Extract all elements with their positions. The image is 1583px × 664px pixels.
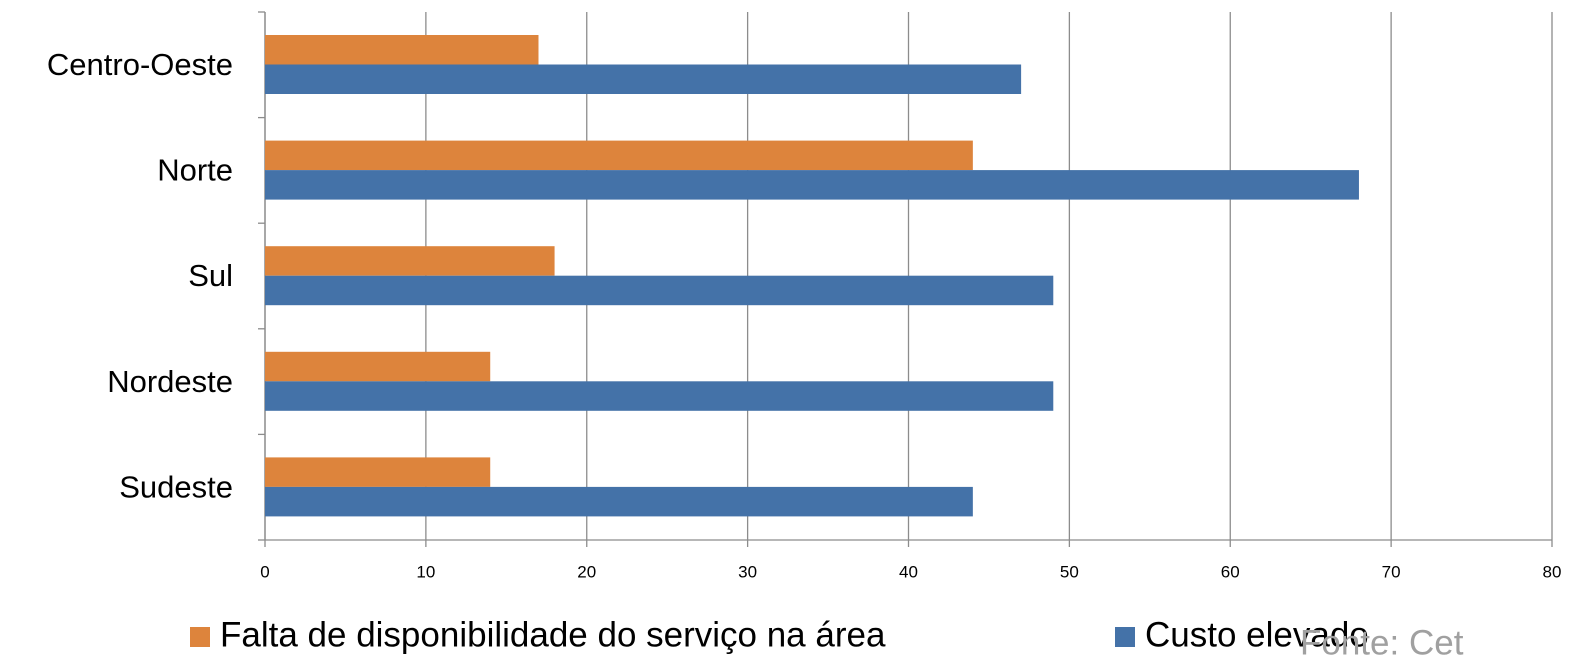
x-tick-label: 70 <box>1382 562 1401 581</box>
x-tick-label: 0 <box>260 562 269 581</box>
bar <box>265 35 539 65</box>
x-tick-label: 30 <box>738 562 757 581</box>
bar <box>265 275 1054 306</box>
bar <box>265 486 973 517</box>
y-tick-label: Nordeste <box>107 364 233 399</box>
legend-label: Custo elevado <box>1145 615 1369 654</box>
x-tick-label: 50 <box>1060 562 1079 581</box>
bar <box>265 64 1022 94</box>
bar <box>265 381 1054 411</box>
legend-swatch <box>190 627 210 647</box>
bar <box>265 351 491 382</box>
y-tick-label: Centro-Oeste <box>47 47 233 82</box>
bar <box>265 457 491 487</box>
y-tick-label: Norte <box>157 153 233 188</box>
bar <box>265 170 1359 200</box>
bar <box>265 140 973 171</box>
x-tick-label: 40 <box>899 562 918 581</box>
bar <box>265 246 555 276</box>
x-tick-label: 60 <box>1221 562 1240 581</box>
x-tick-label: 20 <box>577 562 596 581</box>
y-tick-label: Sul <box>188 258 233 293</box>
x-tick-label: 10 <box>416 562 435 581</box>
annotation: Fonte: Cet <box>1300 623 1464 662</box>
x-tick-label: 80 <box>1543 562 1562 581</box>
legend-swatch <box>1115 627 1135 647</box>
legend-label: Falta de disponibilidade do serviço na á… <box>220 615 886 654</box>
y-tick-label: Sudeste <box>119 469 233 504</box>
